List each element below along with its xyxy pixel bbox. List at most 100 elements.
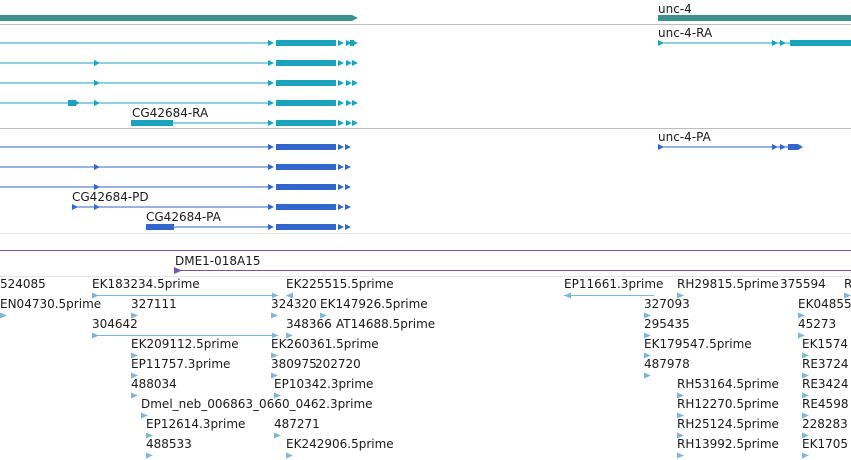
strand-arrow-icon xyxy=(286,332,293,339)
protein-feature[interactable] xyxy=(0,184,351,190)
est-feature[interactable]: RE3424 xyxy=(802,377,848,399)
strand-arrow-icon xyxy=(338,60,344,66)
strand-arrow-icon xyxy=(345,204,351,210)
transcript-feature[interactable] xyxy=(0,60,358,66)
strand-arrow-icon xyxy=(772,144,778,150)
est-label: RH53164.5prime xyxy=(677,377,779,391)
protein-label: CG42684-PA xyxy=(146,210,222,224)
est-feature[interactable]: EK209112.5prime xyxy=(131,337,239,359)
protein-feature[interactable]: CG42684-PD xyxy=(72,190,351,210)
est-feature[interactable]: 228283 xyxy=(802,417,848,439)
gene-feature[interactable]: unc-4 xyxy=(658,2,851,21)
est-label: EK147926.5prime xyxy=(320,297,428,311)
strand-arrow-icon xyxy=(94,100,100,106)
transcript-feature[interactable]: unc-4-RA xyxy=(658,26,851,46)
strand-arrow-icon xyxy=(798,312,805,319)
strand-arrow-icon xyxy=(272,292,278,299)
est-feature[interactable]: 524085 xyxy=(0,277,46,291)
est-feature[interactable]: EP10342.3prime xyxy=(274,377,373,399)
gene-bar xyxy=(0,15,352,21)
est-label: R xyxy=(844,277,851,291)
protein-label: unc-4-PA xyxy=(658,130,712,144)
strand-arrow-icon xyxy=(268,80,274,86)
est-feature[interactable]: 304642 xyxy=(92,317,278,339)
est-feature[interactable]: EK260361.5prime xyxy=(271,337,379,359)
est-feature[interactable]: RH53164.5prime xyxy=(677,377,779,399)
strand-arrow-icon xyxy=(131,372,138,379)
est-feature[interactable]: 488034 xyxy=(131,377,177,399)
est-feature[interactable]: EK225515.5prime xyxy=(286,277,394,299)
est-feature[interactable]: 380975 xyxy=(271,357,317,379)
transcript-feature[interactable]: CG42684-RA xyxy=(131,106,358,126)
strand-arrow-icon xyxy=(141,412,148,419)
est-feature[interactable]: 487271 xyxy=(274,417,320,439)
transcript-feature[interactable] xyxy=(0,40,358,46)
est-feature[interactable]: 348366 xyxy=(286,317,332,339)
est-feature[interactable]: EK183234.5prime xyxy=(92,277,278,299)
protein-feature[interactable]: CG42684-PA xyxy=(146,210,351,230)
protein-feature[interactable] xyxy=(0,164,351,170)
est-feature[interactable]: Dmel_neb_006863_0660_0462.3prime xyxy=(141,397,373,419)
est-feature[interactable]: 324320 xyxy=(271,297,317,319)
transcript-feature[interactable] xyxy=(0,100,358,106)
strand-arrow-icon xyxy=(146,452,153,459)
est-feature[interactable]: RH29815.5prime xyxy=(677,277,779,299)
est-feature[interactable]: AT14688.5prime xyxy=(336,317,435,331)
strand-arrow-icon xyxy=(352,60,358,66)
est-feature[interactable]: EK242906.5prime xyxy=(286,437,394,459)
est-label: AT14688.5prime xyxy=(336,317,435,331)
est-feature[interactable]: EP11661.3prime xyxy=(564,277,663,299)
transcript-feature[interactable] xyxy=(0,80,358,86)
est-feature[interactable]: 487978 xyxy=(644,357,690,379)
exon-block xyxy=(276,100,336,106)
est-feature[interactable]: RH13992.5prime xyxy=(677,437,779,459)
est-label: 380975 xyxy=(271,357,317,371)
est-feature[interactable]: EP12614.3prime xyxy=(146,417,245,439)
est-feature[interactable]: 375594 xyxy=(780,277,826,291)
strand-arrow-icon xyxy=(268,60,274,66)
strand-arrow-icon xyxy=(802,392,809,399)
est-label: 524085 xyxy=(0,277,46,291)
est-feature[interactable]: 295435 xyxy=(644,317,690,339)
est-feature[interactable]: 327093 xyxy=(644,297,690,319)
strand-arrow-icon xyxy=(338,204,344,210)
est-feature[interactable]: EN04730.5prime xyxy=(0,297,101,319)
est-feature[interactable]: 327111 xyxy=(131,297,177,319)
clone-feature[interactable]: DME1-018A15 xyxy=(174,254,851,274)
est-feature[interactable]: RH25124.5prime xyxy=(677,417,779,439)
strand-arrow-icon xyxy=(94,164,100,170)
est-feature[interactable]: RE3724 xyxy=(802,357,848,379)
est-label: EP10342.3prime xyxy=(274,377,373,391)
est-feature[interactable]: 202720 xyxy=(315,357,361,371)
est-label: 324320 xyxy=(271,297,317,311)
est-label: 228283 xyxy=(802,417,848,431)
gene-feature[interactable] xyxy=(0,15,358,21)
strand-arrow-icon xyxy=(345,144,351,150)
cds-block xyxy=(276,144,336,150)
est-feature[interactable]: 488533 xyxy=(146,437,192,459)
strand-arrow-icon xyxy=(644,332,651,339)
est-feature[interactable]: EK179547.5prime xyxy=(644,337,752,359)
est-label: EK179547.5prime xyxy=(644,337,752,351)
est-label: RH29815.5prime xyxy=(677,277,779,291)
protein-feature[interactable] xyxy=(0,144,351,150)
strand-arrow-icon xyxy=(271,312,278,319)
strand-arrow-icon xyxy=(802,452,809,459)
est-feature[interactable]: EP11757.3prime xyxy=(131,357,230,379)
est-label: Dmel_neb_006863_0660_0462.3prime xyxy=(141,397,373,411)
protein-feature[interactable]: unc-4-PA xyxy=(658,130,803,150)
est-label: EP11661.3prime xyxy=(564,277,663,291)
strand-arrow-icon xyxy=(802,372,809,379)
strand-arrow-icon xyxy=(798,332,805,339)
est-feature[interactable]: 45273 xyxy=(798,317,836,339)
est-feature[interactable]: EK04855 xyxy=(798,297,851,319)
est-feature[interactable]: EK147926.5prime xyxy=(320,297,428,319)
est-feature[interactable]: R xyxy=(844,277,851,299)
est-feature[interactable]: RH12270.5prime xyxy=(677,397,779,419)
est-feature[interactable]: RE4598 xyxy=(802,397,848,419)
est-feature[interactable]: EK1705 xyxy=(802,437,848,459)
strand-arrow-icon xyxy=(802,432,809,439)
est-feature[interactable]: EK1574 xyxy=(802,337,848,359)
est-label: RE3724 xyxy=(802,357,848,371)
